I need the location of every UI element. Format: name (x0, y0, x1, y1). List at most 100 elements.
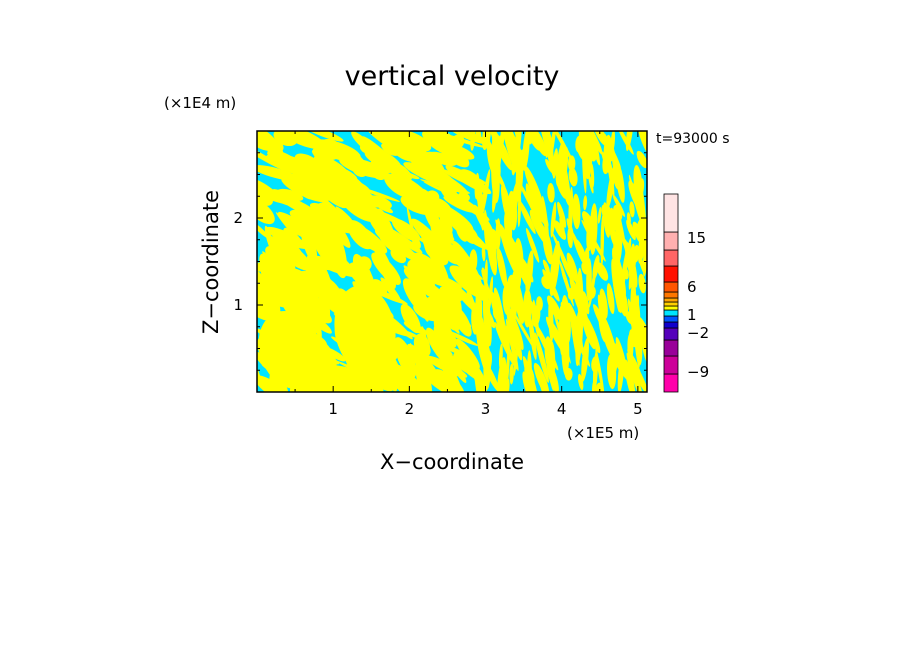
contour-region (583, 195, 588, 211)
contour-region (491, 163, 506, 190)
contour-region (506, 341, 510, 387)
contour-region (413, 333, 431, 356)
contour-region (258, 311, 322, 389)
contour-region (475, 131, 482, 141)
contour-region (517, 178, 542, 226)
contour-region (440, 168, 485, 191)
contour-region (480, 169, 491, 221)
contour-region (449, 265, 490, 300)
contour-region (572, 193, 581, 230)
contour-region (510, 307, 537, 352)
x-tick-label: 1 (328, 400, 338, 418)
contour-region (617, 131, 634, 155)
contour-region (308, 255, 333, 271)
contour-region (524, 165, 544, 211)
contour-region (637, 316, 646, 329)
contour-region (269, 236, 312, 271)
contour-region (437, 324, 457, 348)
contour-region (471, 305, 479, 335)
contour-region (266, 154, 306, 175)
contour-region (559, 251, 575, 284)
contour-region (638, 218, 647, 264)
contour-region (476, 337, 489, 378)
contour-region (391, 131, 432, 152)
contour-region (346, 171, 372, 197)
contour-region (525, 250, 534, 295)
contour-region (425, 190, 440, 203)
contour-region (257, 284, 292, 308)
contour-region (497, 357, 507, 392)
contour-region (505, 305, 524, 351)
contour-region (406, 206, 417, 246)
contour-region (630, 282, 636, 324)
contour-region (591, 380, 597, 392)
contour-region (593, 304, 613, 341)
contour-region (532, 299, 539, 337)
contour-region (542, 259, 550, 273)
colorbar-bin (663, 301, 679, 307)
contour-region (257, 219, 271, 240)
contour-region (523, 131, 541, 151)
contour-region (481, 267, 488, 282)
contour-region (277, 188, 304, 201)
contour-region (309, 202, 341, 221)
contour-region (473, 357, 484, 392)
contour-region (524, 377, 534, 392)
x-tick-label: 2 (405, 400, 415, 418)
contour-region (430, 212, 455, 241)
colorbar-bin (663, 355, 679, 375)
contour-region (447, 311, 463, 331)
contour-region (420, 164, 469, 195)
colorbar-bin (663, 373, 679, 393)
contour-region (445, 291, 460, 306)
contour-region (638, 273, 646, 294)
contour-region (581, 219, 606, 262)
contour-region (559, 216, 565, 236)
contour-region (371, 163, 389, 181)
contour-region (529, 209, 551, 247)
colorbar: −9 −21 6 15 (663, 193, 709, 393)
contour-region (485, 131, 503, 156)
contour-region (596, 262, 609, 281)
contour-region (425, 285, 434, 299)
contour-region (625, 131, 634, 152)
contour-region (312, 146, 338, 161)
contour-region (503, 131, 525, 161)
contour-region (504, 210, 513, 243)
contour-region (628, 180, 646, 216)
contour-region (636, 150, 647, 169)
contour-region (525, 227, 540, 263)
contour-region (287, 198, 308, 211)
contour-region (329, 174, 374, 203)
contour-region (421, 234, 446, 277)
colorbar-bin (663, 309, 679, 317)
contour-region (581, 337, 589, 382)
contour-region (322, 346, 346, 362)
contour-region (493, 287, 505, 328)
contour-region (444, 143, 475, 160)
contour-region (461, 225, 479, 244)
contour-region (528, 315, 537, 360)
contour-region (601, 204, 611, 223)
contour-region (394, 337, 417, 379)
contour-region (553, 310, 571, 364)
contour-region (604, 318, 617, 354)
contour-region (284, 221, 319, 242)
contour-region (599, 288, 608, 319)
colorbar-label: −2 (687, 324, 709, 342)
contour-region (489, 237, 495, 261)
contour-region (411, 199, 457, 226)
x-tick-label: 3 (481, 400, 491, 418)
contour-region (499, 223, 519, 277)
colorbar-label: −9 (687, 363, 709, 381)
contour-region (547, 295, 562, 321)
contour-region (335, 206, 354, 223)
contour-region (257, 142, 287, 171)
contour-region (597, 131, 621, 169)
contour-region (611, 258, 623, 314)
contour-region (380, 277, 402, 303)
contour-region (498, 343, 503, 370)
colorbar-label: 1 (687, 306, 697, 324)
contour-region (342, 258, 366, 286)
